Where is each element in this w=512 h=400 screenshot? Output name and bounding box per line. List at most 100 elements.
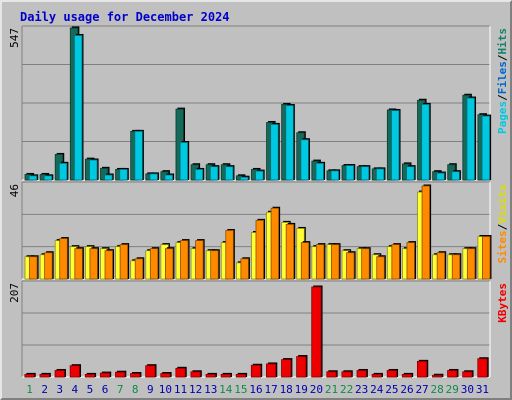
bar-files-day-17: [270, 124, 279, 181]
bar-kbytes-day-1: [24, 373, 35, 378]
bar-sites-day-8: [134, 258, 144, 280]
bar-kbytes-day-9: [145, 365, 156, 378]
x-tick-label-day-1: 1: [26, 383, 33, 396]
legend-entry: Files: [496, 61, 509, 94]
bar-sites-day-27: [421, 185, 430, 280]
bar-sites-day-22: [346, 252, 355, 280]
x-tick-label-day-5: 5: [87, 383, 94, 396]
legend-entry: Visits: [496, 184, 509, 224]
bar-kbytes-day-10: [160, 373, 171, 378]
bar-kbytes-day-13: [205, 373, 216, 378]
x-tick-label-day-20: 20: [310, 383, 323, 396]
bar-files-day-10: [164, 174, 173, 181]
bar-files-day-12: [194, 169, 204, 181]
bar-files-day-16: [255, 170, 264, 181]
x-tick-label-day-10: 10: [159, 383, 172, 396]
bar-kbytes-day-5: [84, 373, 96, 378]
legend-entry: Hits: [496, 28, 509, 55]
bar-sites-day-19: [300, 242, 310, 280]
bar-sites-day-26: [406, 242, 415, 280]
bar-files-day-22: [345, 165, 355, 181]
bar-files-day-29: [451, 171, 460, 181]
bar-kbytes-day-23: [356, 370, 367, 378]
bar-sites-day-1: [29, 256, 38, 280]
bar-sites-day-18: [285, 224, 295, 280]
bar-files-day-31: [481, 115, 491, 181]
x-tick-label-day-15: 15: [234, 383, 247, 396]
y-max-label-kbytes: 207: [8, 283, 21, 303]
bar-kbytes-day-6: [99, 372, 111, 378]
bar-kbytes-day-22: [341, 371, 352, 378]
x-tick-label-day-27: 27: [415, 383, 428, 396]
bar-sites-day-16: [255, 219, 264, 280]
x-tick-label-day-13: 13: [204, 383, 217, 396]
bar-files-day-25: [391, 110, 400, 181]
x-tick-label-day-23: 23: [355, 383, 368, 396]
x-tick-label-day-21: 21: [325, 383, 338, 396]
legend-kbytes: KBytes: [496, 283, 509, 323]
bar-sites-day-10: [164, 248, 174, 280]
bar-files-day-21: [330, 170, 340, 181]
x-tick-label-day-29: 29: [446, 383, 459, 396]
bar-kbytes-day-31: [477, 358, 488, 378]
x-tick-label-day-17: 17: [264, 383, 277, 396]
x-tick-label-day-30: 30: [461, 383, 474, 396]
bar-sites-day-3: [59, 238, 68, 280]
bar-kbytes-day-19: [296, 356, 307, 378]
bar-sites-day-2: [44, 252, 53, 280]
y-max-label-hits: 547: [8, 28, 21, 48]
x-tick-label-day-24: 24: [370, 383, 384, 396]
bar-sites-day-11: [180, 240, 189, 280]
bar-kbytes-day-2: [39, 373, 50, 378]
bar-sites-day-13: [210, 250, 219, 280]
bar-kbytes-day-29: [447, 370, 458, 378]
bar-kbytes-day-26: [401, 373, 413, 378]
bar-kbytes-day-12: [190, 371, 201, 378]
bar-sites-day-4: [74, 248, 83, 280]
bar-kbytes-day-14: [220, 373, 231, 378]
bar-kbytes-day-16: [250, 364, 262, 378]
x-tick-label-day-26: 26: [400, 383, 413, 396]
bar-files-day-8: [134, 130, 143, 181]
bar-kbytes-day-7: [115, 371, 126, 378]
bar-files-day-23: [360, 166, 370, 181]
bar-sites-day-9: [149, 248, 159, 280]
panel-kbytes-area: [22, 281, 490, 377]
x-tick-label-day-3: 3: [56, 383, 63, 396]
x-tick-label-day-28: 28: [431, 383, 444, 396]
legend-entry: /: [496, 54, 509, 61]
bar-sites-day-24: [376, 256, 385, 280]
bar-sites-day-29: [451, 254, 461, 280]
x-tick-label-day-22: 22: [340, 383, 353, 396]
bar-files-day-15: [240, 176, 249, 181]
bar-files-day-19: [300, 139, 309, 181]
legend-entry: Sites: [496, 230, 509, 263]
bar-files-day-13: [209, 166, 219, 181]
bar-files-day-9: [149, 173, 158, 181]
bar-sites-day-15: [240, 258, 249, 280]
legend-entry: /: [496, 94, 509, 101]
bar-kbytes-day-21: [326, 371, 337, 378]
x-tick-label-day-14: 14: [219, 383, 233, 396]
bar-files-day-27: [421, 104, 430, 181]
x-tick-label-day-6: 6: [102, 383, 109, 396]
bar-sites-day-28: [436, 252, 446, 280]
bar-files-day-18: [285, 105, 294, 181]
bar-sites-day-20: [315, 244, 325, 280]
bar-kbytes-day-15: [235, 373, 246, 378]
bar-files-day-3: [58, 162, 68, 181]
bar-sites-day-12: [195, 240, 204, 280]
chart-title: Daily usage for December 2024: [20, 10, 230, 24]
legend-visits: Sites/Visits: [496, 184, 509, 264]
bar-sites-day-5: [89, 248, 98, 280]
bar-kbytes-day-24: [371, 373, 382, 378]
bar-sites-day-23: [361, 248, 370, 280]
bar-sites-day-21: [331, 244, 340, 280]
x-tick-label-day-4: 4: [72, 383, 79, 396]
x-tick-label-day-11: 11: [174, 383, 187, 396]
legend-entry: KBytes: [496, 283, 509, 323]
bar-sites-day-7: [119, 244, 129, 280]
x-tick-label-day-16: 16: [249, 383, 262, 396]
